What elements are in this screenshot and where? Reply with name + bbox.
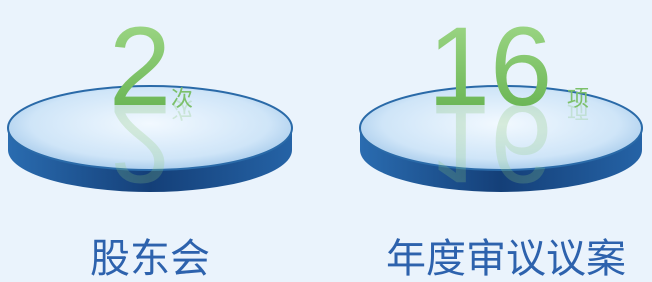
label: 股东会 <box>90 236 210 282</box>
unit: 项 <box>567 87 589 112</box>
unit: 次 <box>171 87 193 112</box>
infographic: 2 16 次 项 2 16 次 项 股东会 年度审议议案 <box>0 0 652 282</box>
label: 年度审议议案 <box>386 236 626 282</box>
number: 2 <box>109 4 171 129</box>
number: 16 <box>428 4 553 129</box>
